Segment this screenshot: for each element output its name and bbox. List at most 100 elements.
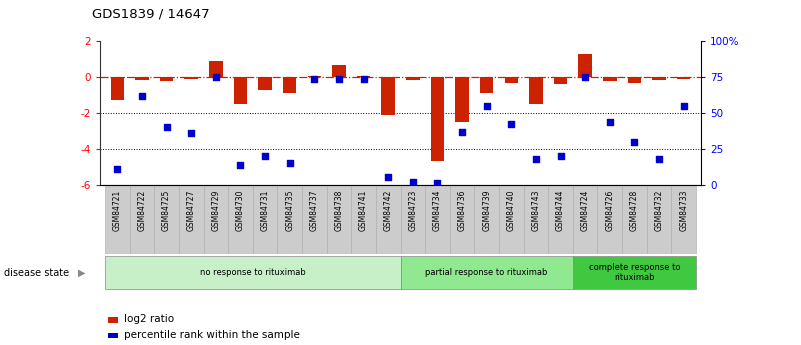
Point [382,175,395,180]
FancyBboxPatch shape [179,186,203,254]
Point [234,162,247,167]
Bar [160,77,173,81]
Point [284,160,296,166]
Point [259,153,272,159]
Text: complete response to
rituximab: complete response to rituximab [589,263,680,282]
FancyBboxPatch shape [425,186,449,254]
Point [209,75,222,80]
Text: GSM84742: GSM84742 [384,190,392,231]
Bar [553,77,567,84]
Bar [111,77,124,100]
Bar [258,77,272,90]
Text: GSM84726: GSM84726 [606,190,614,231]
Point [160,125,173,130]
FancyBboxPatch shape [203,186,228,254]
FancyBboxPatch shape [352,186,376,254]
Bar [455,77,469,122]
Text: log2 ratio: log2 ratio [124,314,175,324]
FancyBboxPatch shape [449,186,474,254]
Text: GSM84734: GSM84734 [433,190,442,231]
FancyBboxPatch shape [573,256,696,289]
FancyBboxPatch shape [474,186,499,254]
Bar [381,77,395,115]
Point [505,122,517,127]
Point [481,103,493,109]
Point [357,76,370,81]
FancyBboxPatch shape [105,186,130,254]
Point [653,156,666,161]
Text: ▶: ▶ [78,268,85,277]
Point [431,180,444,186]
Point [554,153,567,159]
FancyBboxPatch shape [400,256,573,289]
Point [456,129,469,134]
Text: GSM84736: GSM84736 [457,190,466,231]
Bar [603,77,617,81]
FancyBboxPatch shape [499,186,524,254]
FancyBboxPatch shape [327,186,352,254]
FancyBboxPatch shape [376,186,400,254]
Bar [356,76,370,77]
FancyBboxPatch shape [524,186,548,254]
Text: GSM84725: GSM84725 [162,190,171,231]
Text: GSM84721: GSM84721 [113,190,122,231]
Point [628,139,641,144]
Bar [135,77,149,80]
Point [677,103,690,109]
Text: GSM84727: GSM84727 [187,190,195,231]
FancyBboxPatch shape [105,256,400,289]
FancyBboxPatch shape [671,186,696,254]
Bar [406,77,420,80]
FancyBboxPatch shape [302,186,327,254]
Bar [234,77,248,104]
Point [135,93,148,99]
FancyBboxPatch shape [646,186,671,254]
Text: disease state: disease state [4,268,69,277]
FancyBboxPatch shape [228,186,253,254]
Text: GSM84733: GSM84733 [679,190,688,231]
Text: GSM84735: GSM84735 [285,190,294,231]
Point [579,75,592,80]
Point [406,179,419,185]
Bar [628,77,641,83]
Text: GSM84731: GSM84731 [260,190,270,231]
Text: percentile rank within the sample: percentile rank within the sample [124,331,300,340]
FancyBboxPatch shape [277,186,302,254]
Bar [578,54,592,77]
FancyBboxPatch shape [155,186,179,254]
Point [603,119,616,124]
Point [529,156,542,161]
Text: GSM84722: GSM84722 [138,190,147,231]
FancyBboxPatch shape [598,186,622,254]
Text: partial response to rituximab: partial response to rituximab [425,268,548,277]
Text: GDS1839 / 14647: GDS1839 / 14647 [92,8,210,21]
Text: GSM84740: GSM84740 [507,190,516,231]
Bar [480,77,493,93]
Bar [652,77,666,80]
Text: GSM84729: GSM84729 [211,190,220,231]
Point [185,130,198,136]
Text: GSM84744: GSM84744 [556,190,565,231]
FancyBboxPatch shape [573,186,598,254]
Text: GSM84739: GSM84739 [482,190,491,231]
Point [332,76,345,81]
Bar [209,61,223,77]
Text: GSM84730: GSM84730 [236,190,245,231]
FancyBboxPatch shape [253,186,277,254]
Bar [431,77,445,161]
Text: GSM84728: GSM84728 [630,190,639,231]
FancyBboxPatch shape [622,186,646,254]
FancyBboxPatch shape [130,186,155,254]
Bar [505,77,518,82]
Text: no response to rituximab: no response to rituximab [200,268,306,277]
Bar [283,77,296,93]
Point [308,76,320,81]
Text: GSM84723: GSM84723 [409,190,417,231]
Bar [677,77,690,79]
Bar [308,76,321,77]
Text: GSM84738: GSM84738 [335,190,344,231]
Text: GSM84737: GSM84737 [310,190,319,231]
Text: GSM84724: GSM84724 [581,190,590,231]
Text: GSM84743: GSM84743 [531,190,541,231]
Point [111,166,124,171]
